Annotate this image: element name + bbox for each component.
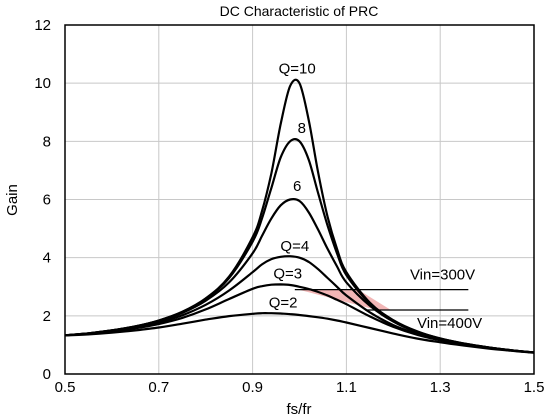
- operating-region: [298, 289, 391, 311]
- x-axis-label: fs/fr: [287, 401, 312, 418]
- series-label: 6: [293, 178, 301, 195]
- vin-label: Vin=300V: [410, 267, 475, 284]
- x-tick-label: 1.1: [336, 379, 357, 396]
- series-labels: Q=10 8 6 Q=4 Q=3 Q=2: [269, 60, 316, 311]
- y-tick-label: 4: [43, 250, 51, 267]
- y-tick-label: 6: [43, 192, 51, 209]
- x-tick-label: 0.5: [55, 379, 76, 396]
- y-tick-label: 12: [34, 17, 51, 34]
- y-tick-label: 0: [43, 366, 51, 383]
- x-tick-label: 1.3: [430, 379, 451, 396]
- x-tick-label: 0.9: [242, 379, 263, 396]
- series-label: Q=4: [280, 238, 309, 255]
- series-label: Q=10: [279, 60, 316, 77]
- y-tick-label: 2: [43, 308, 51, 325]
- series-lines: [64, 78, 535, 354]
- vin-lines: Vin=300V Vin=400V: [294, 267, 482, 332]
- chart-title: DC Characteristic of PRC: [220, 3, 379, 19]
- plot-frame: [64, 24, 535, 375]
- y-tick-label: 10: [34, 75, 51, 92]
- x-tick-label: 1.5: [524, 379, 545, 396]
- series-label: Q=2: [269, 294, 298, 311]
- y-tick-label: 8: [43, 133, 51, 150]
- y-axis-label: Gain: [4, 184, 21, 216]
- series-line: [64, 312, 535, 354]
- series-label: Q=3: [273, 265, 302, 282]
- series-line: [64, 283, 535, 354]
- x-tick-label: 0.7: [148, 379, 169, 396]
- tick-labels: 0.5 0.7 0.9 1.1 1.3 1.5 0 2 4 6 8 10 12: [34, 17, 544, 396]
- series-label: 8: [298, 120, 306, 137]
- vin-label: Vin=400V: [417, 315, 482, 332]
